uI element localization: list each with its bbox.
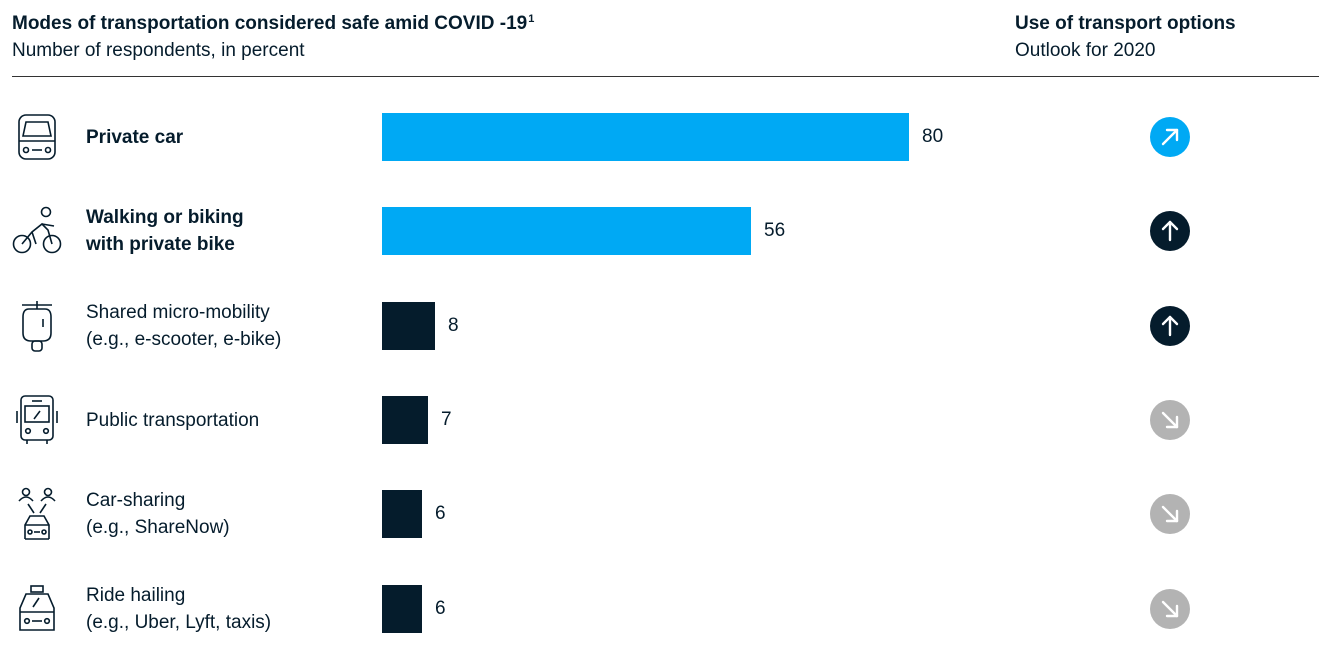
- data-label: 80: [922, 126, 944, 147]
- arrow-down-right-icon: [1150, 400, 1190, 440]
- chart-title: Modes of transportation considered safe …: [12, 10, 534, 37]
- chart-row: Car-sharing (e.g., ShareNow) 6: [0, 474, 1319, 554]
- car-icon: [12, 110, 62, 164]
- bar: [382, 113, 909, 161]
- bus-icon: [12, 393, 62, 447]
- category-label: Shared micro-mobility (e.g., e-scooter, e…: [86, 286, 366, 366]
- bar: [382, 302, 435, 350]
- header-divider: [12, 76, 1319, 77]
- cyclist-icon: [12, 204, 62, 258]
- arrow-up-right-icon: [1150, 117, 1190, 157]
- category-label-line: Car-sharing: [86, 490, 186, 511]
- data-label: 56: [764, 220, 786, 241]
- bar: [382, 396, 428, 444]
- category-label-line: (e.g., Uber, Lyft, taxis): [86, 612, 272, 633]
- arrow-up-icon: [1150, 211, 1190, 251]
- chart-row: Shared micro-mobility (e.g., e-scooter, e…: [0, 286, 1319, 366]
- bar: [382, 207, 751, 255]
- category-label-line: Ride hailing: [86, 585, 186, 606]
- scooter-icon: [12, 299, 62, 353]
- arrow-down-right-icon: [1150, 494, 1190, 534]
- bar: [382, 490, 422, 538]
- category-label: Public transportation: [86, 380, 366, 460]
- category-label: Walking or biking with private bike: [86, 191, 366, 271]
- chart-subtitle: Number of respondents, in percent: [12, 40, 305, 61]
- category-label-line: with private bike: [86, 234, 235, 255]
- chart-row: Private car 80: [0, 97, 1319, 177]
- chart-header: Modes of transportation considered safe …: [12, 10, 534, 65]
- data-label: 6: [435, 598, 446, 619]
- car-sharing-icon: [12, 487, 62, 541]
- arrow-up-icon: [1150, 306, 1190, 346]
- category-label-line: Public transportation: [86, 409, 260, 431]
- category-label: Car-sharing (e.g., ShareNow): [86, 474, 366, 554]
- outlook-subtitle: Outlook for 2020: [1015, 40, 1156, 61]
- bar: [382, 585, 422, 633]
- category-label-line: (e.g., ShareNow): [86, 517, 230, 538]
- chart-row: Walking or biking with private bike 56: [0, 191, 1319, 271]
- data-label: 6: [435, 503, 446, 524]
- category-label-line: Shared micro-mobility: [86, 302, 270, 323]
- chart-title-text: Modes of transportation considered safe …: [12, 13, 528, 34]
- data-label: 7: [441, 409, 452, 430]
- category-label: Private car: [86, 97, 366, 177]
- outlook-header: Use of transport options Outlook for 202…: [1015, 10, 1236, 65]
- data-label: 8: [448, 315, 459, 336]
- chart-row: Ride hailing (e.g., Uber, Lyft, taxis) 6: [0, 569, 1319, 649]
- arrow-down-right-icon: [1150, 589, 1190, 629]
- outlook-title: Use of transport options: [1015, 13, 1236, 34]
- category-label: Ride hailing (e.g., Uber, Lyft, taxis): [86, 569, 366, 649]
- category-label-line: Walking or biking: [86, 207, 244, 228]
- footnote-marker: 1: [528, 12, 535, 25]
- category-label-line: Private car: [86, 126, 184, 148]
- category-label-line: (e.g., e-scooter, e-bike): [86, 329, 282, 350]
- taxi-icon: [12, 582, 62, 636]
- chart-row: Public transportation 7: [0, 380, 1319, 460]
